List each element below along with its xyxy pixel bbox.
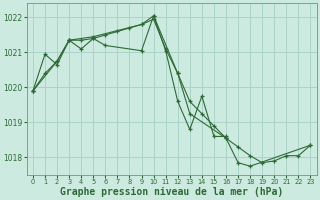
X-axis label: Graphe pression niveau de la mer (hPa): Graphe pression niveau de la mer (hPa)	[60, 186, 283, 197]
